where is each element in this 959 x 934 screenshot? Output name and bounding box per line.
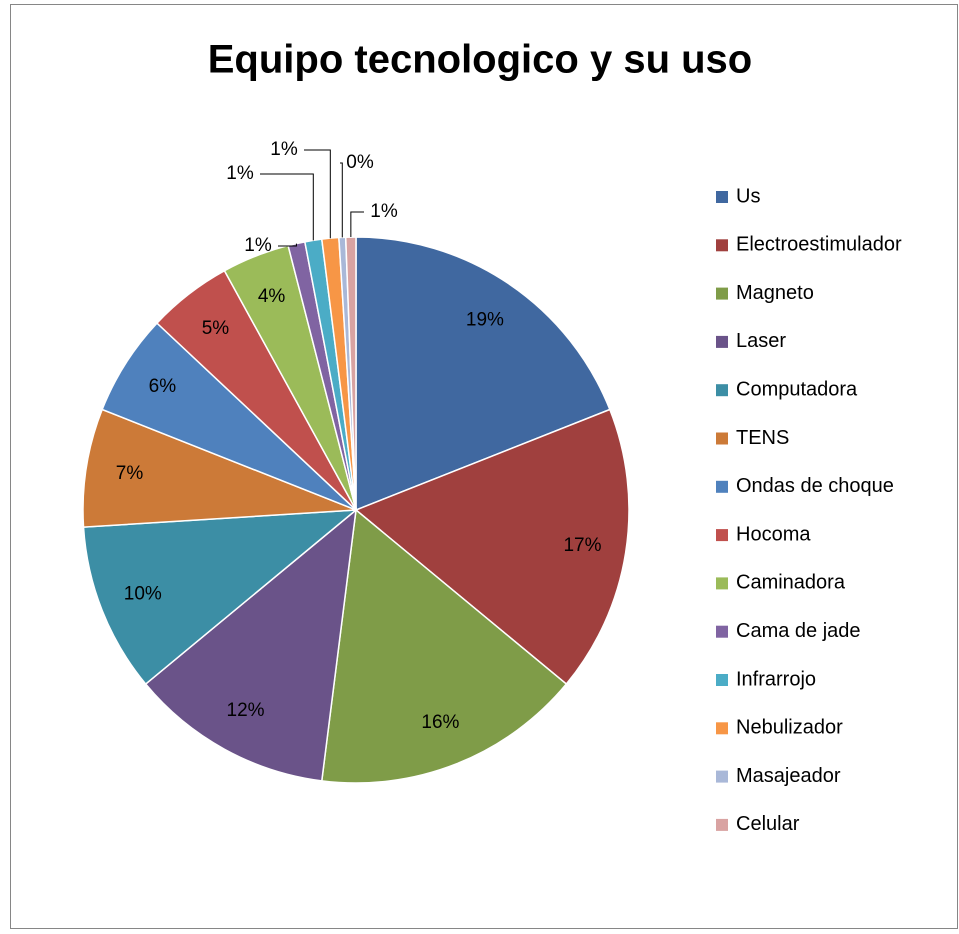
- data-label: 16%: [421, 712, 459, 733]
- pie-slice: [320, 508, 568, 784]
- legend-label: Laser: [736, 330, 786, 352]
- pie-slice: [82, 509, 359, 686]
- pie-slice: [354, 408, 630, 686]
- legend-label: Electroestimulador: [736, 234, 902, 256]
- data-label: 12%: [227, 700, 265, 721]
- legend-swatch: [716, 722, 728, 735]
- data-label: 1%: [370, 201, 398, 222]
- pie-slice: [144, 508, 357, 782]
- legend-swatch: [716, 577, 728, 590]
- chart-title: Equipo tecnologico y su uso: [208, 38, 752, 82]
- leader-line: [340, 162, 343, 238]
- data-label: 19%: [466, 309, 504, 330]
- data-label: 4%: [258, 286, 286, 307]
- legend-label: Magneto: [736, 282, 814, 304]
- legend-label: Hocoma: [736, 523, 811, 545]
- pie-slice: [355, 236, 611, 512]
- legend-swatch: [716, 770, 728, 783]
- legend-label: Ondas de choque: [736, 475, 894, 497]
- data-label: 1%: [244, 235, 272, 256]
- legend-swatch: [716, 432, 728, 445]
- data-label: 7%: [116, 463, 144, 484]
- data-label: 5%: [202, 318, 230, 339]
- legend-swatch: [716, 818, 728, 831]
- leader-line: [304, 149, 331, 239]
- data-label: 1%: [270, 139, 298, 160]
- data-label: 0%: [346, 152, 374, 173]
- data-label: 17%: [563, 535, 601, 556]
- legend-swatch: [716, 480, 728, 493]
- legend-swatch: [716, 625, 728, 638]
- leader-line: [278, 243, 297, 247]
- legend-swatch: [716, 191, 728, 203]
- legend-swatch: [716, 529, 728, 542]
- legend-label: TENS: [736, 427, 789, 449]
- legend-label: Masajeador: [736, 765, 841, 787]
- data-label: 1%: [226, 163, 254, 184]
- legend-swatch: [716, 674, 728, 686]
- legend-label: Nebulizador: [736, 717, 843, 739]
- legend-swatch: [716, 384, 728, 397]
- legend-label: Celular: [736, 813, 800, 835]
- legend-label: Us: [736, 185, 760, 207]
- data-label: 10%: [124, 583, 162, 604]
- legend-swatch: [716, 239, 728, 252]
- leader-line: [260, 173, 314, 241]
- leader-line: [350, 211, 364, 238]
- pie-slice: [82, 408, 357, 528]
- legend-label: Caminadora: [736, 572, 846, 594]
- legend-swatch: [716, 287, 728, 300]
- legend-swatch: [716, 335, 728, 348]
- legend-label: Infrarrojo: [736, 668, 816, 690]
- legend-label: Computadora: [736, 378, 858, 400]
- legend-label: Cama de jade: [736, 620, 861, 642]
- pie-slice: [344, 236, 357, 511]
- data-label: 6%: [149, 376, 177, 397]
